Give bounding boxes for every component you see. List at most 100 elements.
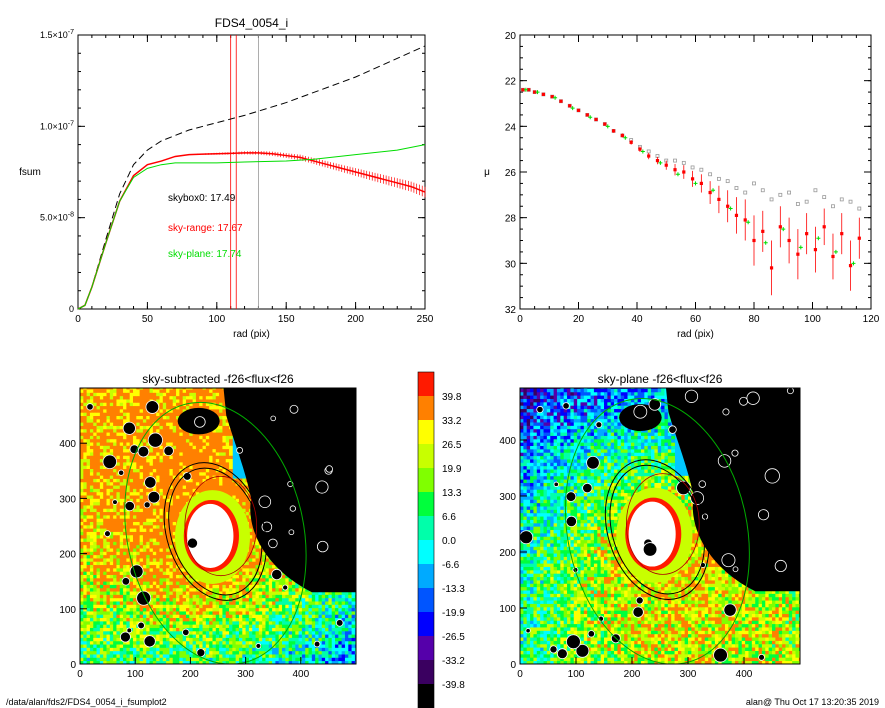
panel3-cell [93, 604, 97, 609]
panel3-cell [106, 577, 111, 582]
panel3-cell [258, 584, 263, 589]
panel3-cell [152, 541, 157, 546]
panel3-cell [149, 630, 154, 635]
panel2-point-green [851, 261, 856, 266]
panel3-cell [328, 617, 333, 622]
panel3-cell [123, 538, 127, 542]
panel3-cell [202, 587, 207, 592]
panel3-cell [86, 597, 91, 602]
panel3-cell [89, 607, 94, 612]
panel3-cell [83, 574, 88, 579]
panel3-cell [219, 634, 223, 638]
panel3-cell [93, 541, 97, 546]
panel3-cell [291, 650, 296, 655]
panel3-cell [149, 531, 154, 536]
panel3-cell [308, 620, 313, 625]
panel3-cell [278, 597, 283, 602]
panel3-cell [176, 488, 180, 493]
panel3-cell [159, 521, 164, 526]
panel3-cell [176, 620, 180, 625]
panel3-cell [248, 627, 253, 632]
panel3-cell [268, 581, 273, 585]
panel3-cell [89, 571, 94, 575]
panel3-cell [278, 647, 283, 652]
panel3-cell [149, 521, 154, 526]
panel3-cell [119, 644, 124, 648]
panel3-cell [146, 514, 150, 519]
panel3-cell [205, 637, 210, 642]
panel3-cell [245, 611, 250, 615]
panel3-cell [132, 548, 137, 552]
panel3-cell [305, 627, 309, 632]
panel3-cell [248, 614, 253, 619]
panel3-cell [106, 538, 111, 542]
panel3-cell [328, 627, 333, 632]
panel3-cell [176, 505, 180, 509]
panel3-cell [248, 567, 253, 572]
panel3-cell [209, 624, 213, 628]
panel3-cell [205, 640, 210, 645]
panel3-cell [123, 601, 127, 605]
panel3-cell [311, 604, 316, 609]
panel3-cell [232, 650, 237, 655]
panel3-cell [113, 488, 117, 493]
panel3-cell [354, 650, 356, 655]
panel3-cell [341, 614, 346, 619]
panel3-cell [238, 491, 243, 496]
panel3-cell [222, 634, 227, 638]
panel3-cell [258, 551, 263, 556]
panel3-cell [344, 604, 349, 609]
panel3-cell [132, 617, 137, 622]
panel3-cell [96, 617, 101, 622]
panel3-cell [215, 587, 220, 592]
panel3-cell [159, 511, 164, 516]
panel3-cell [119, 624, 124, 628]
panel3-cell [288, 624, 293, 628]
panel3-cell [301, 597, 306, 602]
panel3-cell [321, 611, 326, 615]
panel3-cell [149, 511, 154, 516]
panel3-cell [179, 587, 184, 592]
panel3-cell [156, 601, 160, 605]
panel2-point-red [769, 266, 774, 270]
panel3-cell [169, 554, 174, 559]
panel3-cell [176, 660, 180, 664]
panel3-cell [258, 544, 263, 549]
panel3-cell [212, 654, 217, 658]
panel3-cell [96, 498, 101, 503]
panel3-cell [106, 495, 111, 499]
panel3-cell [166, 614, 170, 619]
panel3-cell [80, 591, 84, 595]
panel3-cell [288, 581, 293, 585]
panel3-cell [156, 647, 160, 652]
panel3-cell [225, 485, 230, 489]
panel3-cell [268, 660, 273, 664]
panel3-cell [242, 488, 246, 493]
panel3-cell [291, 607, 296, 612]
panel3-cell [212, 607, 217, 612]
panel2-point-gray [857, 206, 862, 211]
panel3-cell [205, 660, 210, 664]
panel3-cell [252, 597, 256, 602]
panel3-cell [189, 654, 194, 658]
panel3-cell [222, 654, 227, 658]
panel3-cell [166, 654, 170, 658]
panel3-cell [132, 654, 137, 658]
panel3-cell [232, 617, 237, 622]
panel3-cell [99, 620, 104, 625]
panel3-cell [189, 614, 194, 619]
panel3-cell [113, 528, 117, 532]
panel3-cell [182, 640, 187, 645]
panel3-cell [126, 571, 131, 575]
panel3-cell [291, 657, 296, 662]
panel3-cell [139, 644, 144, 648]
panel3-cell [235, 491, 240, 496]
panel3-cell [119, 505, 124, 509]
panel3-cell [242, 611, 246, 615]
panel3-cell [96, 647, 101, 652]
panel3-cell [176, 614, 180, 619]
panel3-cell [225, 604, 230, 609]
panel3-cell [152, 577, 157, 582]
panel3-cell [222, 650, 227, 655]
panel3-cell [301, 594, 306, 599]
